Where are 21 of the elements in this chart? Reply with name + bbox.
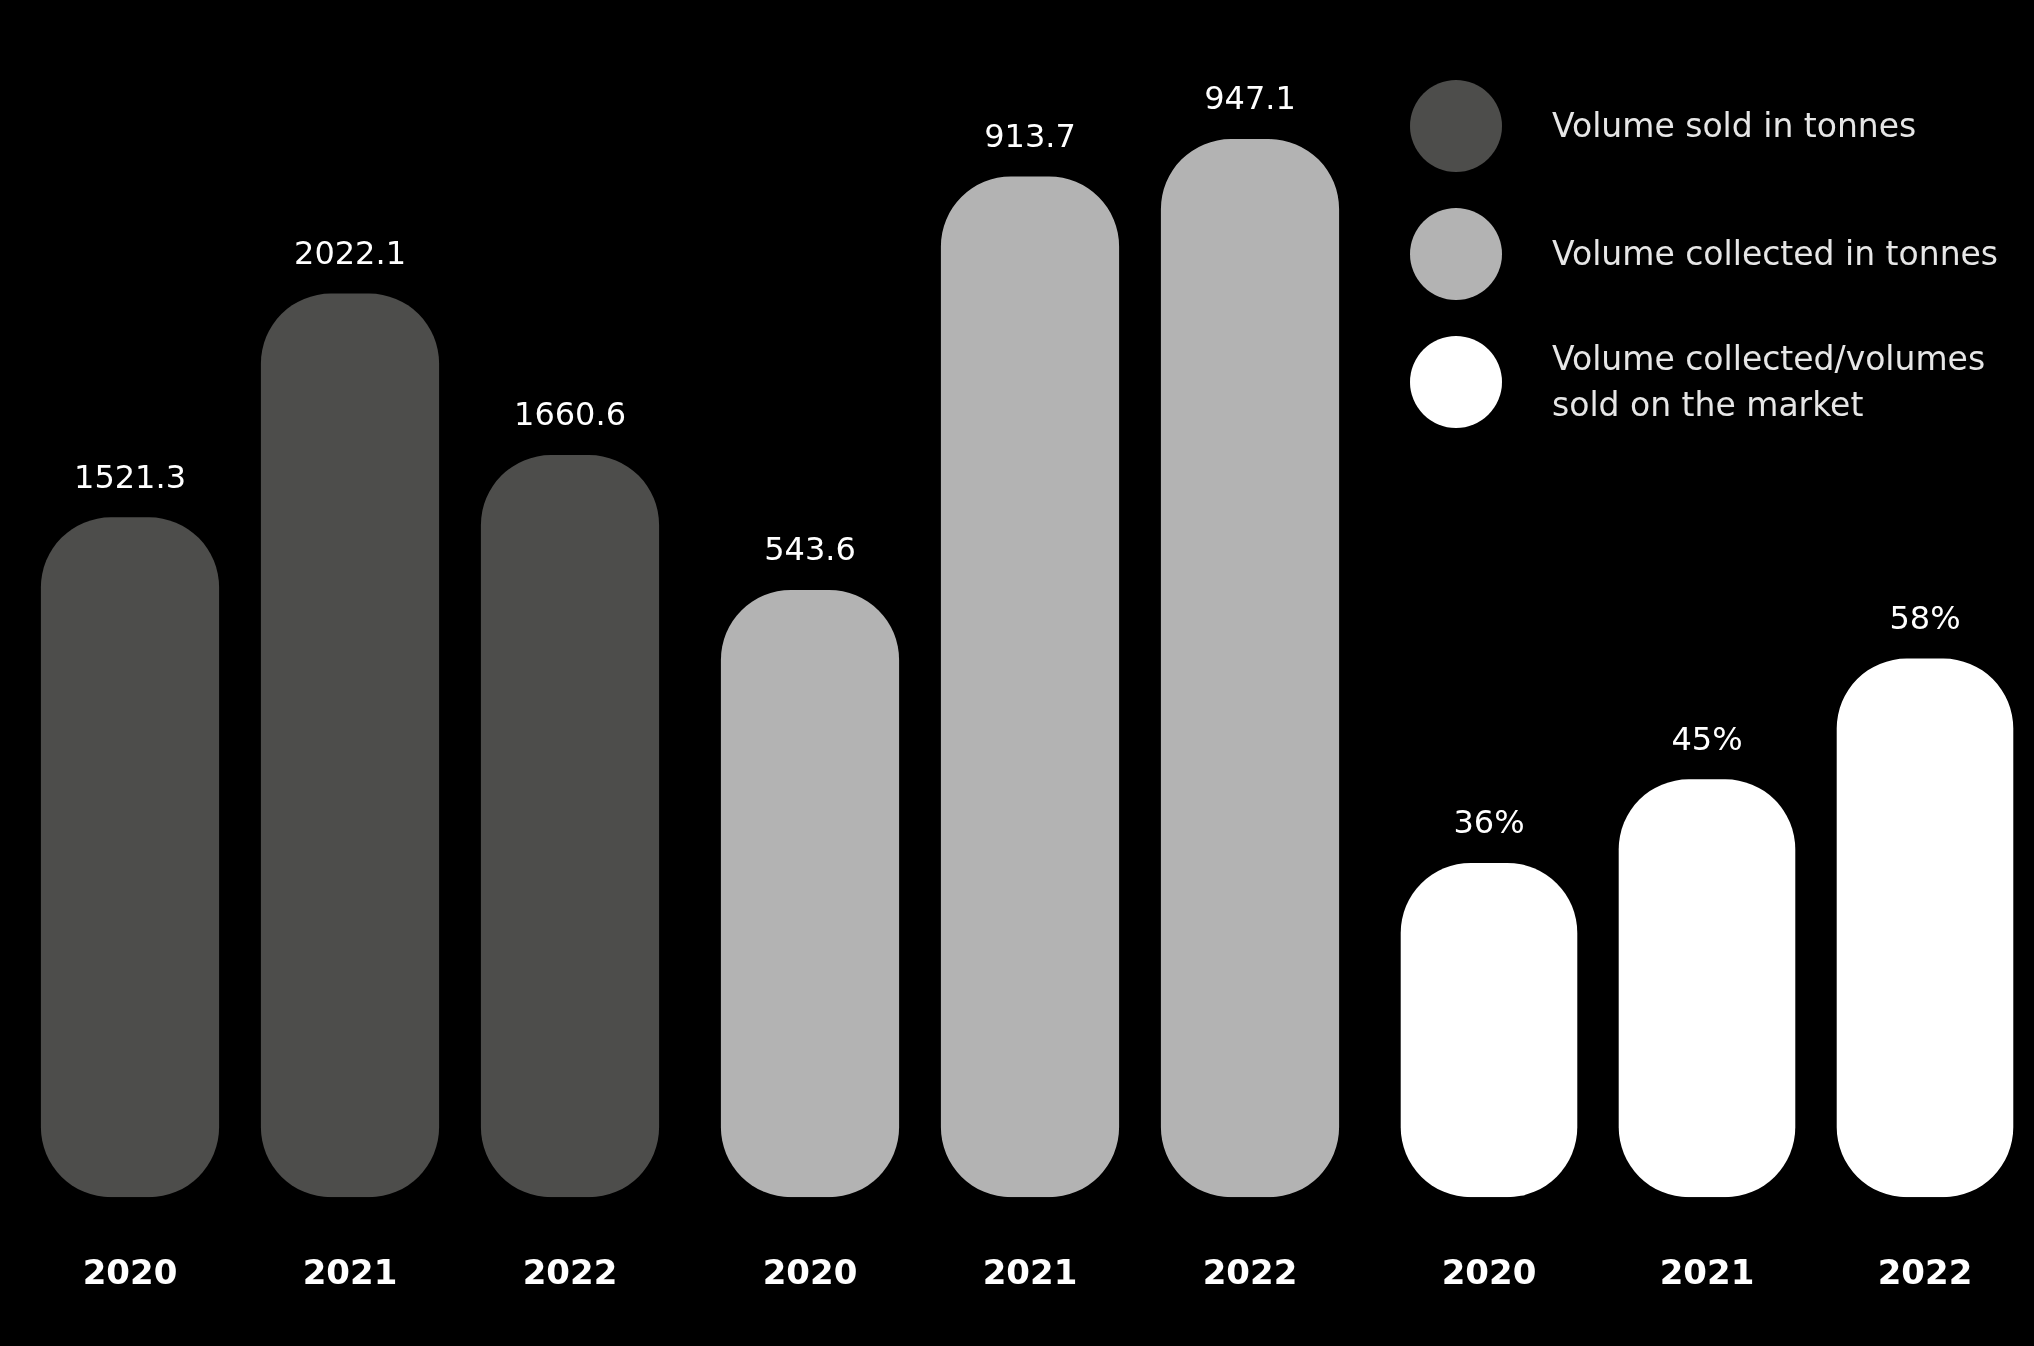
x-tick-label: 2021 [1659, 1252, 1755, 1293]
data-label: 1660.6 [514, 395, 626, 434]
x-tick-label: 2022 [1877, 1252, 1973, 1293]
data-label: 58% [1889, 598, 1961, 637]
data-label: 947.1 [1204, 79, 1296, 118]
data-label: 36% [1453, 803, 1525, 842]
data-label: 913.7 [984, 116, 1076, 155]
x-tick-label: 2022 [522, 1252, 618, 1293]
data-label: 45% [1671, 719, 1743, 758]
x-tick-label: 2021 [302, 1252, 398, 1293]
data-label: 2022.1 [294, 233, 406, 272]
text: Volume sold in tonnes [1552, 104, 1918, 147]
text: Volume collected in tonnes [1552, 232, 2000, 275]
data-label: 1521.3 [74, 457, 186, 496]
x-tick-label: 2020 [1441, 1252, 1537, 1293]
x-tick-label: 2020 [82, 1252, 178, 1293]
x-tick-label: 2020 [762, 1252, 858, 1293]
text: Volume collected/volumes sold on the market [1552, 338, 1987, 427]
x-tick-label: 2022 [1202, 1252, 1298, 1293]
x-tick-label: 2021 [982, 1252, 1078, 1293]
data-label: 543.6 [764, 530, 856, 569]
